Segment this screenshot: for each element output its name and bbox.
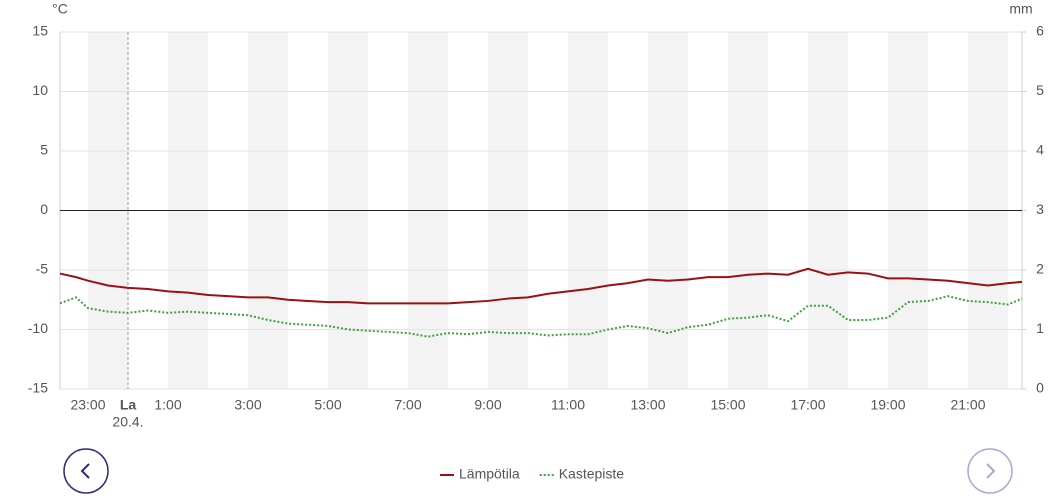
x-tick-label: 19:00 [870, 397, 905, 413]
y2-tick-label: 6 [1036, 23, 1044, 39]
legend-label: Lämpötila [459, 466, 520, 482]
series-line [59, 295, 1023, 338]
y-tick-label: -15 [28, 380, 48, 396]
y2-tick-label: 1 [1036, 320, 1044, 336]
y2-tick-label: 3 [1036, 201, 1044, 217]
y2-tick-label: 5 [1036, 82, 1044, 98]
x-tick-label: 9:00 [474, 397, 501, 413]
legend-label: Kastepiste [559, 466, 625, 482]
next-button[interactable] [967, 448, 1013, 494]
series-line [59, 267, 1023, 305]
x-tick-label: 17:00 [790, 397, 825, 413]
x-tick-label: 21:00 [950, 397, 985, 413]
x-tick-label: 3:00 [234, 397, 261, 413]
x-tick-label: 1:00 [154, 397, 181, 413]
y2-tick-label: 0 [1036, 380, 1044, 396]
y2-tick-label: 4 [1036, 142, 1044, 158]
y-tick-label: 0 [40, 201, 48, 217]
y-tick-label: -5 [36, 261, 49, 277]
x-tick-label: 11:00 [551, 397, 585, 413]
y-tick-label: 10 [32, 82, 48, 98]
x-tick-label: 13:00 [630, 397, 665, 413]
x-tick-label: 7:00 [394, 397, 421, 413]
y-tick-label: -10 [28, 320, 48, 336]
prev-button[interactable] [63, 448, 109, 494]
day-label: La [120, 397, 137, 413]
y-tick-label: 5 [40, 142, 48, 158]
day-sublabel: 20.4. [112, 414, 143, 430]
x-tick-label: 5:00 [314, 397, 341, 413]
x-tick-label: 23:00 [70, 397, 105, 413]
x-tick-label: 15:00 [710, 397, 745, 413]
y2-tick-label: 2 [1036, 261, 1044, 277]
y2-unit: mm [1009, 1, 1032, 17]
y-unit: °C [52, 1, 68, 17]
y-tick-label: 15 [32, 23, 48, 39]
